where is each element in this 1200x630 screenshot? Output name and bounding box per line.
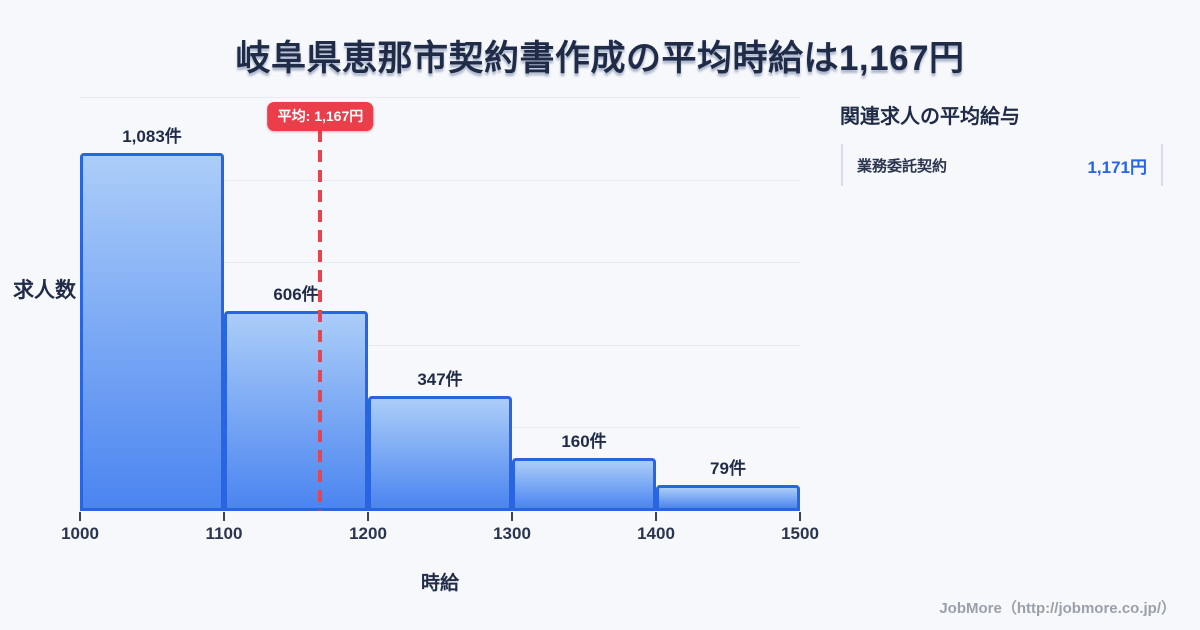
y-axis-label: 求人数 [13,279,76,302]
page-title: 岐阜県恵那市契約書作成の平均時給は1,167円 [235,39,965,78]
gridline [80,97,800,98]
gridline [80,262,800,264]
bar-value-label: 160件 [561,432,607,452]
histogram-bar [512,458,656,511]
histogram-bar [656,484,800,511]
histogram-bar [368,396,512,511]
histogram-bar [224,310,368,511]
bar-value-label: 1,083件 [122,127,182,147]
salary-row-label: 業務委託契約 [857,157,948,175]
average-label: 平均: 1,167円 [267,102,374,131]
x-tick-label: 1400 [637,524,675,543]
average-line [318,130,323,511]
gridline [80,179,800,181]
x-tick-mark [655,512,657,521]
x-tick-label: 1100 [205,524,243,543]
bar-value-label: 79件 [710,458,746,478]
x-tick-label: 1200 [349,524,387,543]
x-tick-label: 1500 [781,524,819,543]
x-tick-label: 1000 [61,524,99,543]
x-axis-label: 時給 [420,573,459,594]
x-tick-mark [367,512,369,521]
attribution: JobMore（http://jobmore.co.jp/） [939,600,1176,617]
panel-heading: 関連求人の平均給与 [840,106,1020,128]
plot-area: 平均: 1,167円 1,083件 606件 347件 160件 79件 [80,97,800,511]
x-tick-label: 1300 [493,524,531,543]
x-tick-mark [223,512,225,521]
x-tick-mark [799,512,801,521]
x-tick-mark [511,512,513,521]
histogram-bar [80,153,224,511]
x-axis-ticks: 1000 1100 1200 1300 1400 1500 [61,511,819,551]
gridline [80,344,800,346]
bar-value-label: 606件 [273,284,319,304]
salary-row: 業務委託契約 1,171円 [841,144,1163,186]
salary-row-value: 1,171円 [1087,157,1147,177]
bar-value-label: 347件 [417,370,463,390]
x-tick-mark [79,512,81,521]
